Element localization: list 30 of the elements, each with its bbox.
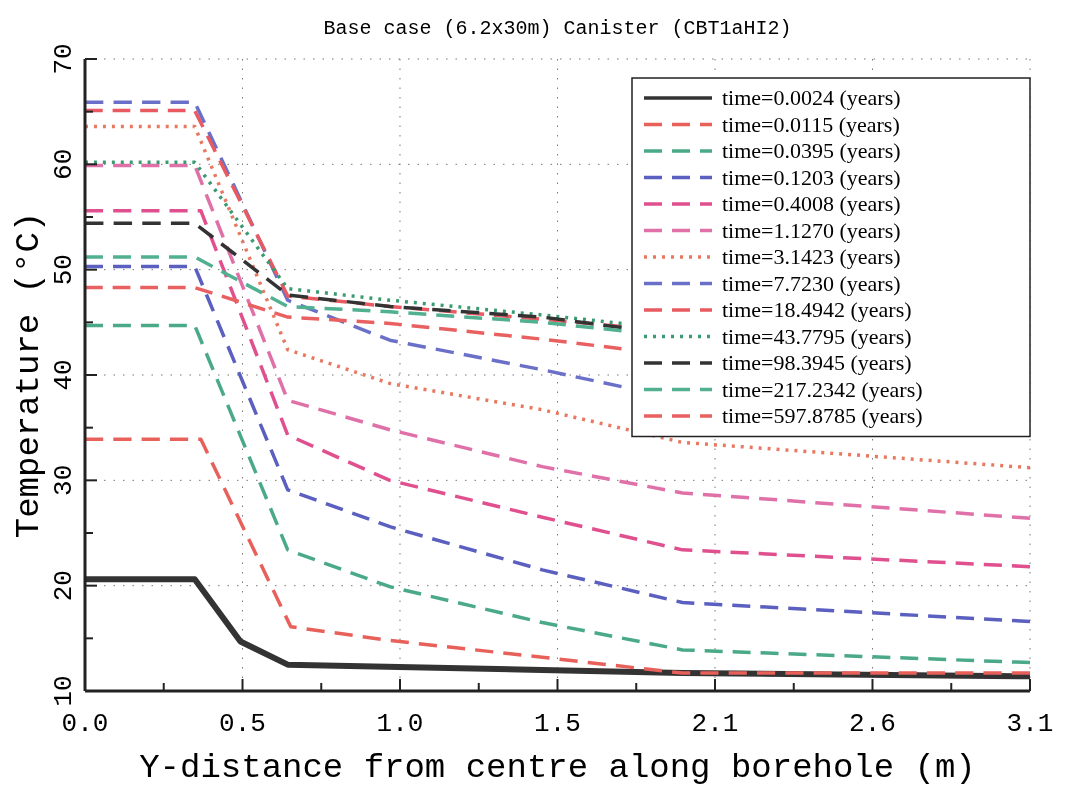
x-tick-label: 2.6 <box>849 709 896 739</box>
legend-label: time=217.2342 (years) <box>722 376 923 402</box>
legend-label: time=7.7230 (years) <box>722 270 901 296</box>
y-tick-label: 70 <box>49 43 79 75</box>
y-tick-label: 50 <box>49 254 79 286</box>
legend-label: time=18.4942 (years) <box>722 297 912 322</box>
y-tick-label: 40 <box>49 359 79 391</box>
legend-label: time=597.8785 (years) <box>722 403 923 428</box>
y-tick-label: 10 <box>49 675 79 707</box>
chart-title: Base case (6.2x30m) Canister (CBT1aHI2) <box>323 17 792 40</box>
y-axis-title: Temperature (°C) <box>10 211 48 539</box>
y-tick-label: 60 <box>49 148 79 180</box>
x-tick-label: 1.5 <box>534 709 581 739</box>
legend-label: time=1.1270 (years) <box>722 217 901 243</box>
legend-label: time=98.3945 (years) <box>722 350 912 375</box>
legend-label: time=0.1203 (years) <box>722 164 901 190</box>
legend-label: time=0.0115 (years) <box>722 111 900 137</box>
y-tick-label: 30 <box>49 464 79 496</box>
x-axis-title: Y-distance from centre along borehole (m) <box>139 749 976 787</box>
legend-label: time=3.1423 (years) <box>722 244 901 269</box>
x-tick-label: 1.0 <box>376 709 424 739</box>
legend-label: time=0.0395 (years) <box>722 138 901 163</box>
legend-label: time=0.0024 (years) <box>722 85 901 110</box>
legend-label: time=0.4008 (years) <box>722 191 901 216</box>
x-tick-label: 3.1 <box>1006 709 1054 739</box>
x-tick-label: 0.0 <box>61 709 109 739</box>
legend-label: time=43.7795 (years) <box>722 323 912 349</box>
x-tick-label: 0.5 <box>219 709 266 739</box>
x-tick-label: 2.1 <box>691 709 739 739</box>
y-tick-label: 20 <box>49 570 79 602</box>
